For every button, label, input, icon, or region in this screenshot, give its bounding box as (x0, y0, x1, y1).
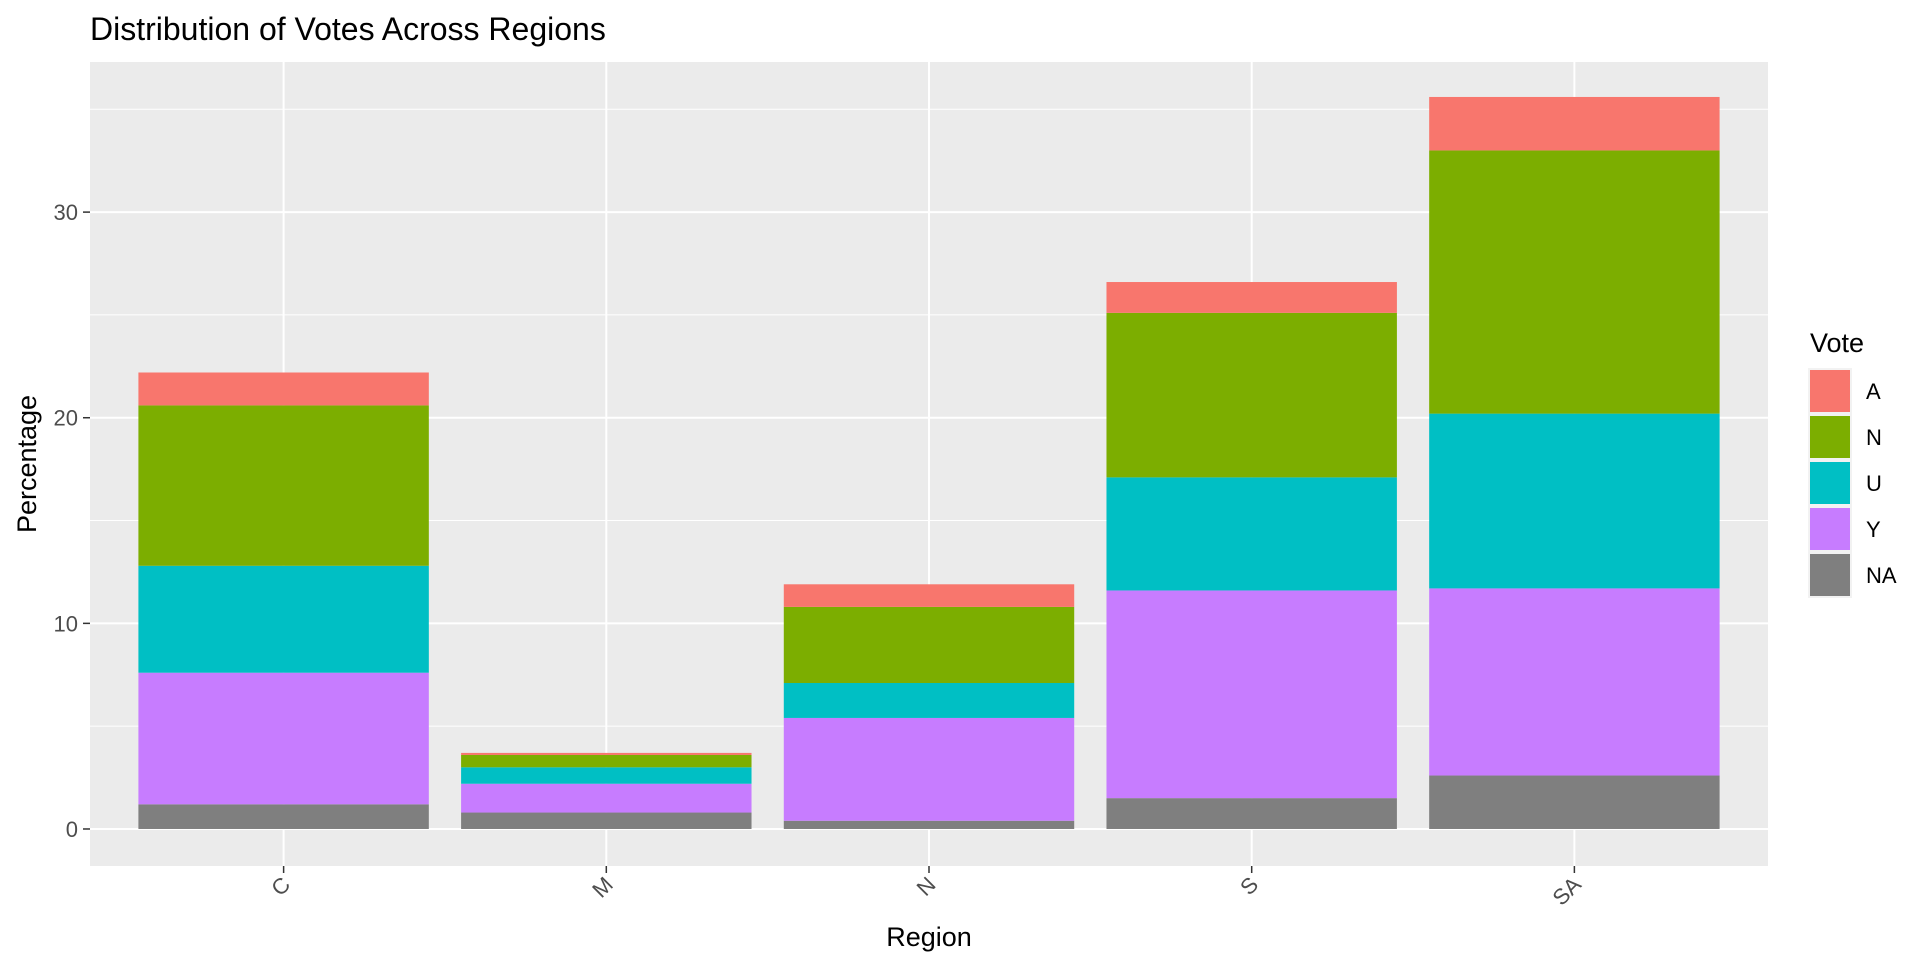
y-tick-label: 20 (54, 406, 78, 431)
bar-segment-n-u (783, 682, 1075, 718)
y-axis-title: Percentage (12, 395, 42, 533)
bar-segment-c-y (138, 672, 429, 805)
x-tick-label: N (912, 872, 941, 901)
legend-label-n: N (1866, 425, 1882, 450)
bar-segment-c-u (138, 565, 429, 673)
bar-segment-n-n (783, 606, 1075, 683)
bars (138, 96, 1720, 829)
legend-label-u: U (1866, 471, 1882, 496)
x-tick-label: C (266, 872, 295, 901)
legend-label-a: A (1866, 379, 1881, 404)
bar-segment-s-a (1106, 282, 1397, 313)
legend-label-y: Y (1866, 517, 1881, 542)
bar-segment-m-u (461, 767, 752, 784)
x-tick-label: M (587, 872, 618, 903)
bar-segment-s-u (1106, 477, 1397, 591)
y-axis: 0 10 20 30 (54, 200, 90, 842)
y-tick-label: 0 (66, 817, 78, 842)
bar-segment-sa-u (1429, 413, 1720, 589)
bar-segment-m-na (461, 812, 752, 829)
bar-segment-sa-y (1429, 588, 1720, 776)
legend-swatch-a (1810, 370, 1850, 412)
bar-segment-sa-na (1429, 775, 1720, 829)
x-axis-title: Region (886, 922, 972, 952)
bar-segment-n-na (783, 820, 1075, 829)
x-tick-label: S (1235, 872, 1263, 900)
y-tick-label: 30 (54, 200, 78, 225)
bar-segment-c-n (138, 405, 429, 566)
bar-segment-sa-n (1429, 150, 1720, 414)
legend-swatch-n (1810, 416, 1850, 458)
bar-segment-s-n (1106, 312, 1397, 478)
bar-segment-c-a (138, 372, 429, 406)
bar-segment-s-y (1106, 590, 1397, 799)
bar-segment-n-y (783, 717, 1075, 821)
bar-segment-m-y (461, 783, 752, 813)
x-tick-label: SA (1547, 872, 1586, 911)
legend-title: Vote (1810, 328, 1864, 358)
chart-title: Distribution of Votes Across Regions (90, 11, 606, 47)
y-tick-label: 10 (54, 611, 78, 636)
legend-swatch-u (1810, 462, 1850, 504)
legend-swatch-y (1810, 508, 1850, 550)
legend-swatch-na (1810, 554, 1850, 596)
bar-segment-m-n (461, 754, 752, 768)
bar-segment-m-a (461, 752, 752, 755)
x-axis: C M N S SA (266, 866, 1586, 910)
bar-segment-sa-a (1429, 96, 1720, 151)
bar-segment-c-na (138, 804, 429, 829)
legend-label-na: NA (1866, 563, 1897, 588)
bar-segment-n-a (783, 584, 1075, 607)
bar-segment-s-na (1106, 798, 1397, 829)
